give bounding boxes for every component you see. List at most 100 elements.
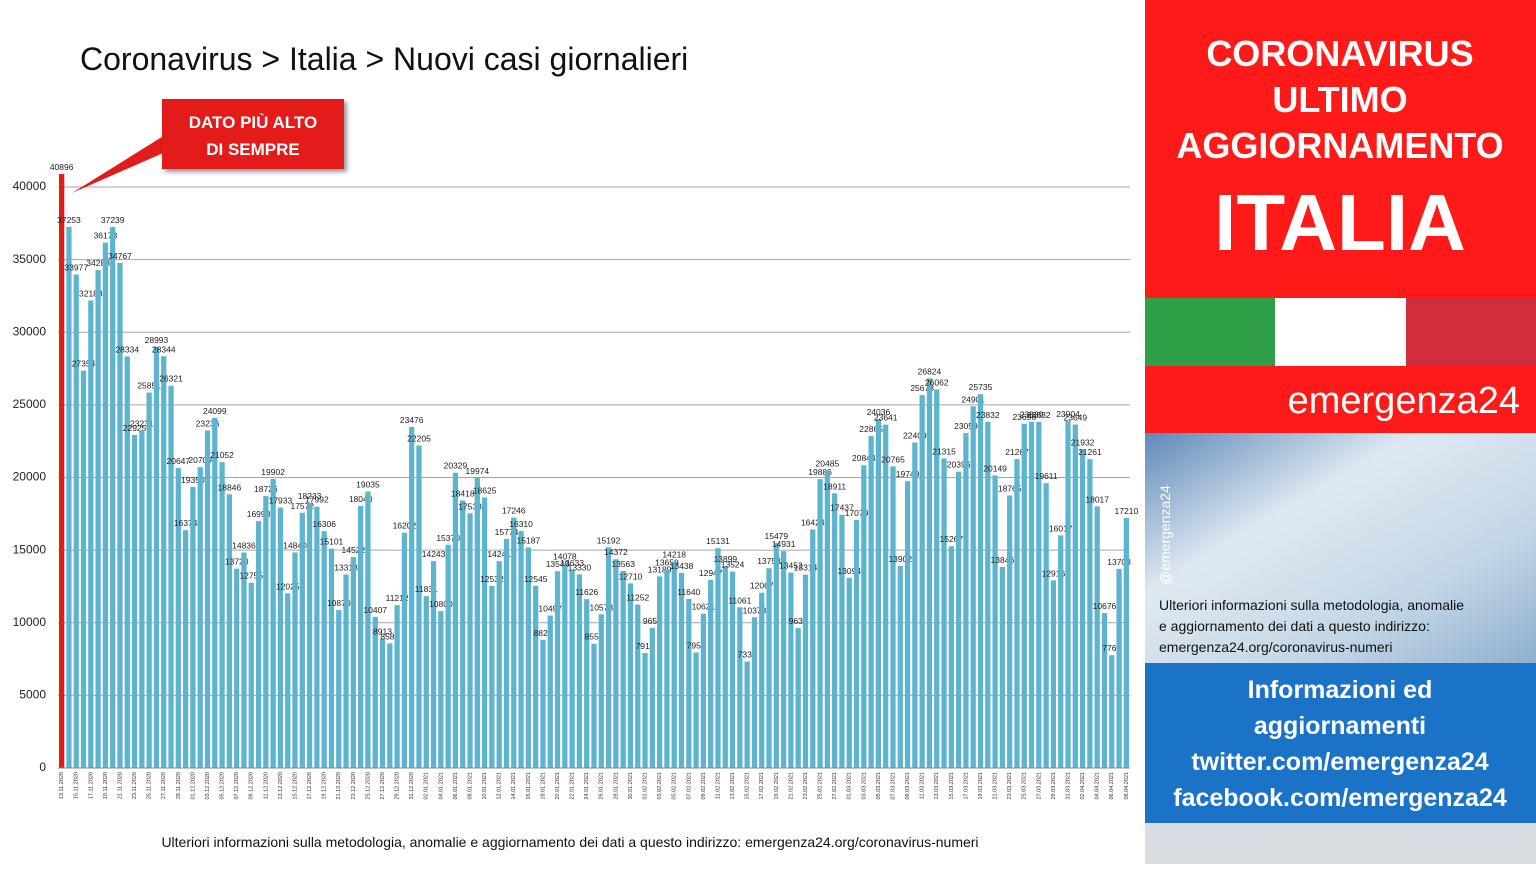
bar [591,643,597,768]
bar [1094,506,1100,768]
value-label: 18017 [1085,494,1109,504]
bar [277,507,284,768]
value-label: 16202 [393,521,417,531]
x-tick-label: 09.12.2020 [249,772,255,800]
callout-arrow [72,135,170,193]
bar [117,263,123,768]
x-tick-label: 13.12.2020 [278,772,284,800]
value-label: 21932 [1071,437,1095,447]
plot-area: 0 5000 10000 15000 20000 25000 30000 35000 40000… [13,162,1139,800]
bar [204,430,211,768]
value-label: 12710 [619,571,643,581]
flag-green [1145,298,1275,366]
bar [802,574,809,768]
brand-box [1145,366,1536,433]
y-tick-label: 0 [39,760,46,774]
value-label: 37239 [101,215,125,225]
x-tick-label: 30.01.2021 [628,772,634,800]
value-label: 23832 [1027,410,1051,420]
value-label: 9653 [643,616,662,626]
x-tick-label: 21.02.2021 [788,772,794,800]
bar [394,605,400,768]
bar [956,471,962,768]
value-label: 15101 [320,537,344,547]
bar [620,570,626,768]
bar [219,462,225,768]
bar [110,227,116,769]
bar [569,569,575,768]
value-label: 23476 [400,415,424,425]
value-label: 27354 [72,359,96,369]
bar [766,568,772,768]
x-tick-label: 24.01.2021 [584,772,590,800]
value-label: 10497 [538,604,562,614]
value-label: 21052 [210,450,234,460]
bar [810,529,816,768]
value-label: 28993 [145,335,169,345]
x-tick-label: 29.12.2020 [395,772,401,800]
value-label: 10676 [1093,601,1117,611]
value-label: 28344 [152,344,176,354]
value-label: 18040 [349,494,373,504]
value-label: 14522 [342,545,366,555]
value-label: 25735 [969,382,993,392]
bar [525,547,531,768]
bar [839,514,845,768]
bar [365,491,371,768]
bar [744,661,750,768]
y-tick-label: 20000 [13,470,47,484]
value-label: 20396 [947,460,971,470]
headline: ULTIMO [1272,79,1407,120]
value-label: 18233 [298,491,322,501]
bar [292,552,298,768]
x-tick-label: 15.02.2021 [745,772,751,800]
bar [197,467,203,768]
value-label: 16306 [312,519,336,529]
x-tick-label: 07.03.2021 [890,772,896,800]
bar [576,574,583,768]
bar [657,576,663,768]
value-label: 13330 [568,562,592,572]
footnote: Ulteriori informazioni sulla metodologia… [161,834,978,850]
value-label: 11626 [575,587,598,597]
social-text: twitter.com/emergenza24 [1191,748,1488,776]
bar [358,505,364,768]
value-label: 16310 [509,519,533,529]
bar [642,653,648,768]
value-label: 23059 [954,421,978,431]
x-tick-label: 31.12.2020 [409,772,415,800]
bar [759,592,765,768]
x-tick-label: 01.03.2021 [847,772,853,800]
y-tick-label: 40000 [13,179,47,193]
bar [1014,459,1020,768]
bar [306,503,313,768]
x-tick-label: 10.01.2021 [482,772,488,800]
value-label: 34283 [86,258,110,268]
bar [941,458,947,768]
social-text: Informazioni ed [1248,676,1433,704]
value-label: 10578 [589,602,613,612]
x-tick-label: 11.12.2020 [263,772,269,799]
bar [773,543,779,768]
value-label: 13846 [991,555,1015,565]
bar [1087,459,1093,768]
value-label: 16374 [174,518,198,528]
value-label: 20485 [816,458,840,468]
x-tick-label: 11.03.2021 [920,772,926,799]
x-tick-label: 29.03.2021 [1051,772,1057,800]
bar [102,242,109,769]
bar [190,486,196,768]
bar [897,566,903,768]
value-label: 15192 [597,535,621,545]
value-label: 11640 [677,587,700,597]
bar [671,561,677,768]
value-label: 13899 [713,554,737,564]
value-label: 7333 [738,649,757,659]
value-label: 19749 [896,469,920,479]
bar [1036,421,1042,768]
bar [722,566,728,768]
bar [715,548,721,768]
bar [66,226,72,769]
bar [1065,420,1071,768]
